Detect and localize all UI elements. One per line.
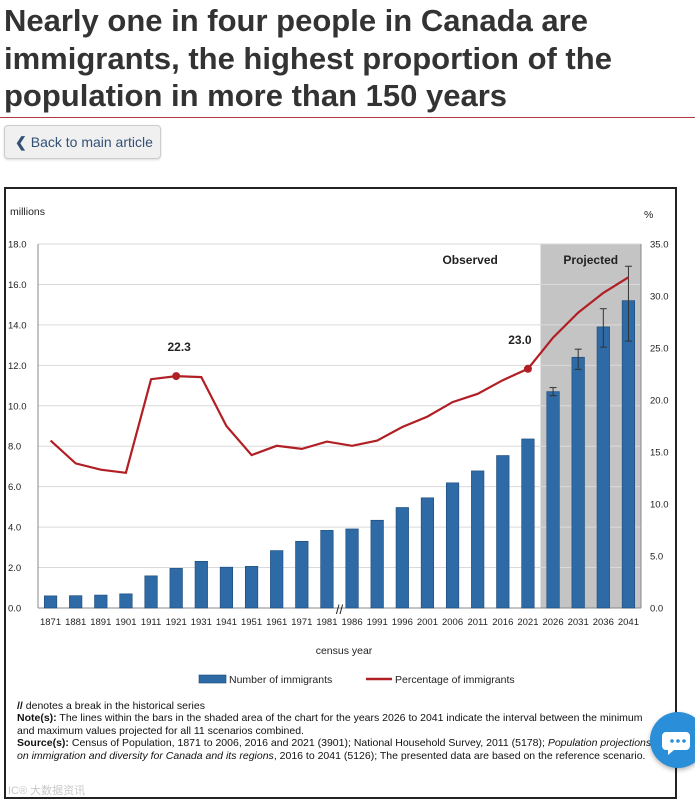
source-label: Source(s): <box>17 737 69 750</box>
bar-immigrants <box>43 595 58 609</box>
legend-label-bar: Number of immigrants <box>229 674 332 686</box>
bar-immigrants <box>244 566 259 609</box>
x-tick-label: 1871 <box>40 617 61 628</box>
chat-bubble-icon <box>662 732 690 755</box>
x-tick-label: 1931 <box>191 617 212 628</box>
bar-immigrants <box>546 391 560 609</box>
left-tick-label: 10.0 <box>8 401 27 412</box>
x-tick-label: 2031 <box>568 617 589 628</box>
x-tick-label: 1971 <box>291 617 312 628</box>
x-tick-label: 1911 <box>141 617 161 628</box>
x-tick-label: 2041 <box>618 617 639 628</box>
bar-immigrants <box>445 482 460 609</box>
bar-immigrants <box>144 575 158 609</box>
bar-immigrants <box>571 356 585 609</box>
left-tick-label: 4.0 <box>8 523 21 534</box>
left-tick-label: 2.0 <box>8 563 21 574</box>
bar-immigrants <box>471 470 485 609</box>
right-tick-label: 5.0 <box>650 552 663 563</box>
bar-immigrants <box>295 540 309 609</box>
left-tick-label: 0.0 <box>8 604 21 615</box>
left-tick-label: 14.0 <box>8 320 27 331</box>
bar-immigrants <box>219 566 234 609</box>
x-tick-label: 1901 <box>115 617 136 628</box>
bar-immigrants <box>345 528 359 609</box>
bar-immigrants <box>194 560 208 609</box>
left-tick-label: 18.0 <box>8 240 27 251</box>
bar-immigrants <box>521 438 535 609</box>
page-title: Nearly one in four people in Canada are … <box>4 3 612 113</box>
source-text: Census of Population, 1871 to 2006, 2016… <box>68 737 548 750</box>
note-text: The lines within the bars in the shaded … <box>17 712 643 737</box>
title-rule <box>0 117 695 118</box>
bar-immigrants <box>94 594 108 609</box>
chevron-left-icon: ❮ <box>15 133 27 150</box>
x-axis-title: census year <box>316 645 373 657</box>
back-to-article-button[interactable]: ❮ Back to main article <box>4 125 161 159</box>
legend-label-line: Percentage of immigrants <box>395 674 515 686</box>
left-tick-label: 6.0 <box>8 482 21 493</box>
source-italic: Population projections on immigration an… <box>17 737 652 762</box>
right-tick-label: 35.0 <box>650 240 669 251</box>
break-symbol: // <box>17 700 23 712</box>
immigration-chart: 0.0 2.0 4.0 6.0 8.0 10.0 12.0 14.0 16.0 18.0 0.0 5.… <box>8 206 669 686</box>
x-tick-label: 2011 <box>467 617 487 628</box>
bar-immigrants <box>395 507 409 609</box>
chat-button[interactable] <box>650 712 695 768</box>
right-tick-label: 0.0 <box>650 604 663 615</box>
right-tick-label: 15.0 <box>650 448 669 459</box>
right-tick-label: 30.0 <box>650 292 669 303</box>
watermark: IC® 大数据资讯 <box>8 785 86 797</box>
x-tick-label: 1981 <box>316 617 337 628</box>
left-axis-title: millions <box>10 206 45 218</box>
x-tick-label: 1881 <box>65 617 86 628</box>
x-tick-label: 2036 <box>593 617 614 628</box>
bar-immigrants <box>370 519 384 609</box>
x-tick-label: 1921 <box>166 617 187 628</box>
x-tick-label: 2001 <box>417 617 438 628</box>
source-text-2: , 2016 to 2041 (5126); The presented dat… <box>273 749 646 762</box>
x-tick-label: 1951 <box>241 617 262 628</box>
legend-swatch-bar <box>198 674 227 684</box>
annotation-label: 23.0 <box>508 333 532 347</box>
bar-immigrants <box>270 550 284 609</box>
marker-point <box>523 364 532 373</box>
left-tick-label: 8.0 <box>8 442 21 453</box>
annotation-label: 22.3 <box>168 340 192 354</box>
x-tick-label: 1986 <box>341 617 362 628</box>
chart-notes: // denotes a break in the historical ser… <box>17 700 657 762</box>
x-tick-label: 2021 <box>517 617 538 628</box>
bar-immigrants <box>496 455 510 609</box>
x-tick-label: 1891 <box>90 617 111 628</box>
right-axis-title: % <box>644 209 653 221</box>
break-text: denotes a break in the historical series <box>22 700 205 712</box>
bar-immigrants <box>69 595 83 609</box>
region-label: Observed <box>442 253 497 267</box>
right-tick-label: 25.0 <box>650 344 669 355</box>
back-button-label: Back to main article <box>30 134 153 150</box>
x-tick-label: 2016 <box>492 617 513 628</box>
bar-immigrants <box>169 568 183 609</box>
left-tick-label: 12.0 <box>8 361 27 372</box>
x-tick-label: 1941 <box>216 617 237 628</box>
left-tick-label: 16.0 <box>8 280 27 291</box>
line-percentage <box>49 276 629 475</box>
axis-break-marker: // <box>336 602 344 617</box>
x-tick-label: 1961 <box>266 617 287 628</box>
note-label: Note(s): <box>17 712 57 725</box>
region-label: Projected <box>563 253 618 267</box>
x-tick-label: 2026 <box>542 617 563 628</box>
x-tick-label: 1991 <box>367 617 388 628</box>
x-tick-label: 2006 <box>442 617 463 628</box>
bar-immigrants <box>119 593 133 609</box>
right-tick-label: 10.0 <box>650 500 669 511</box>
marker-point <box>172 372 181 381</box>
bar-immigrants <box>621 300 636 609</box>
x-tick-label: 1996 <box>392 617 413 628</box>
bar-immigrants <box>420 497 435 609</box>
bar-immigrants <box>320 530 334 609</box>
right-tick-label: 20.0 <box>650 396 669 407</box>
bar-immigrants <box>596 326 610 609</box>
